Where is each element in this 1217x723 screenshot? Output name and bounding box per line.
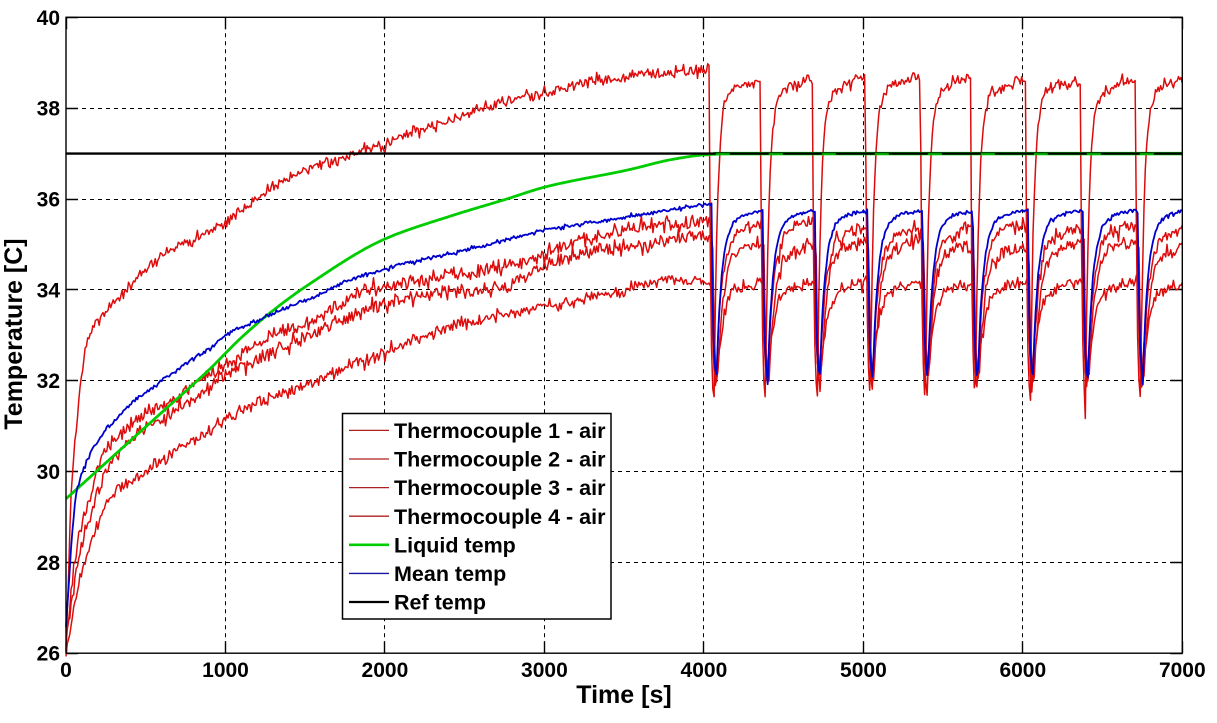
svg-text:6000: 6000 (999, 659, 1046, 682)
svg-text:Thermocouple 2 - air: Thermocouple 2 - air (394, 448, 606, 472)
svg-text:7000: 7000 (1159, 659, 1206, 682)
svg-text:34: 34 (37, 279, 61, 302)
svg-text:40: 40 (37, 7, 60, 30)
svg-text:Liquid temp: Liquid temp (394, 533, 516, 557)
svg-text:26: 26 (37, 643, 60, 666)
svg-text:Thermocouple 1 - air: Thermocouple 1 - air (394, 419, 606, 443)
svg-text:28: 28 (37, 552, 61, 575)
svg-text:30: 30 (37, 461, 60, 484)
svg-text:5000: 5000 (840, 659, 887, 682)
svg-text:0: 0 (60, 659, 72, 682)
svg-text:Time [s]: Time [s] (576, 681, 671, 709)
svg-text:32: 32 (37, 370, 60, 393)
svg-text:38: 38 (37, 98, 61, 121)
svg-text:36: 36 (37, 189, 60, 212)
svg-text:Thermocouple 4 - air: Thermocouple 4 - air (394, 505, 606, 529)
svg-text:4000: 4000 (681, 659, 728, 682)
svg-text:Mean temp: Mean temp (394, 562, 506, 586)
svg-text:1000: 1000 (202, 659, 249, 682)
svg-text:2000: 2000 (362, 659, 409, 682)
svg-text:3000: 3000 (521, 659, 568, 682)
svg-text:Thermocouple 3 - air: Thermocouple 3 - air (394, 476, 606, 500)
svg-text:Ref temp: Ref temp (394, 591, 486, 615)
svg-text:Temperature [C]: Temperature [C] (0, 238, 28, 429)
